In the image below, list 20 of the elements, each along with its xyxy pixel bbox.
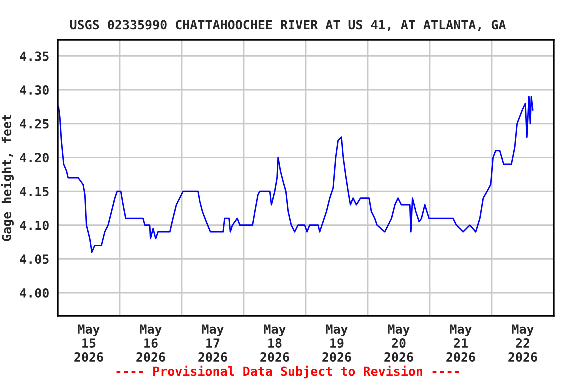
x-tick-label: May 15 2026: [74, 324, 104, 362]
text: ---- Provisional Data Subject to Revision ----: [116, 366, 460, 379]
x-tick-label: May 17 2026: [198, 324, 228, 362]
y-tick-label: 4.35: [20, 52, 49, 62]
y-tick-label: 4.05: [20, 254, 49, 264]
x-tick-label: May 19 2026: [322, 324, 352, 362]
y-tick-label: 4.25: [20, 119, 49, 129]
y-tick-label: 4.30: [20, 86, 49, 95]
y-tick-label: 4.20: [20, 153, 49, 163]
y-axis-title: Gage height, feet: [1, 115, 14, 242]
x-tick-label: May 20 2026: [384, 324, 414, 362]
y-tick-label: 4.10: [20, 220, 49, 230]
x-tick-label: May 22 2026: [508, 324, 538, 362]
x-tick-label: May 21 2026: [446, 324, 476, 362]
line-series: [58, 96, 534, 254]
y-tick-label: 4.00: [20, 288, 49, 298]
chart-title: USGS 02335990 CHATTAHOOCHEE RIVER AT US 41, AT ATLANTA, GA: [70, 20, 506, 32]
x-tick-label: May 16 2026: [136, 324, 166, 362]
x-tick-label: May 18 2026: [260, 324, 290, 362]
y-tick-label: 4.15: [20, 187, 49, 196]
